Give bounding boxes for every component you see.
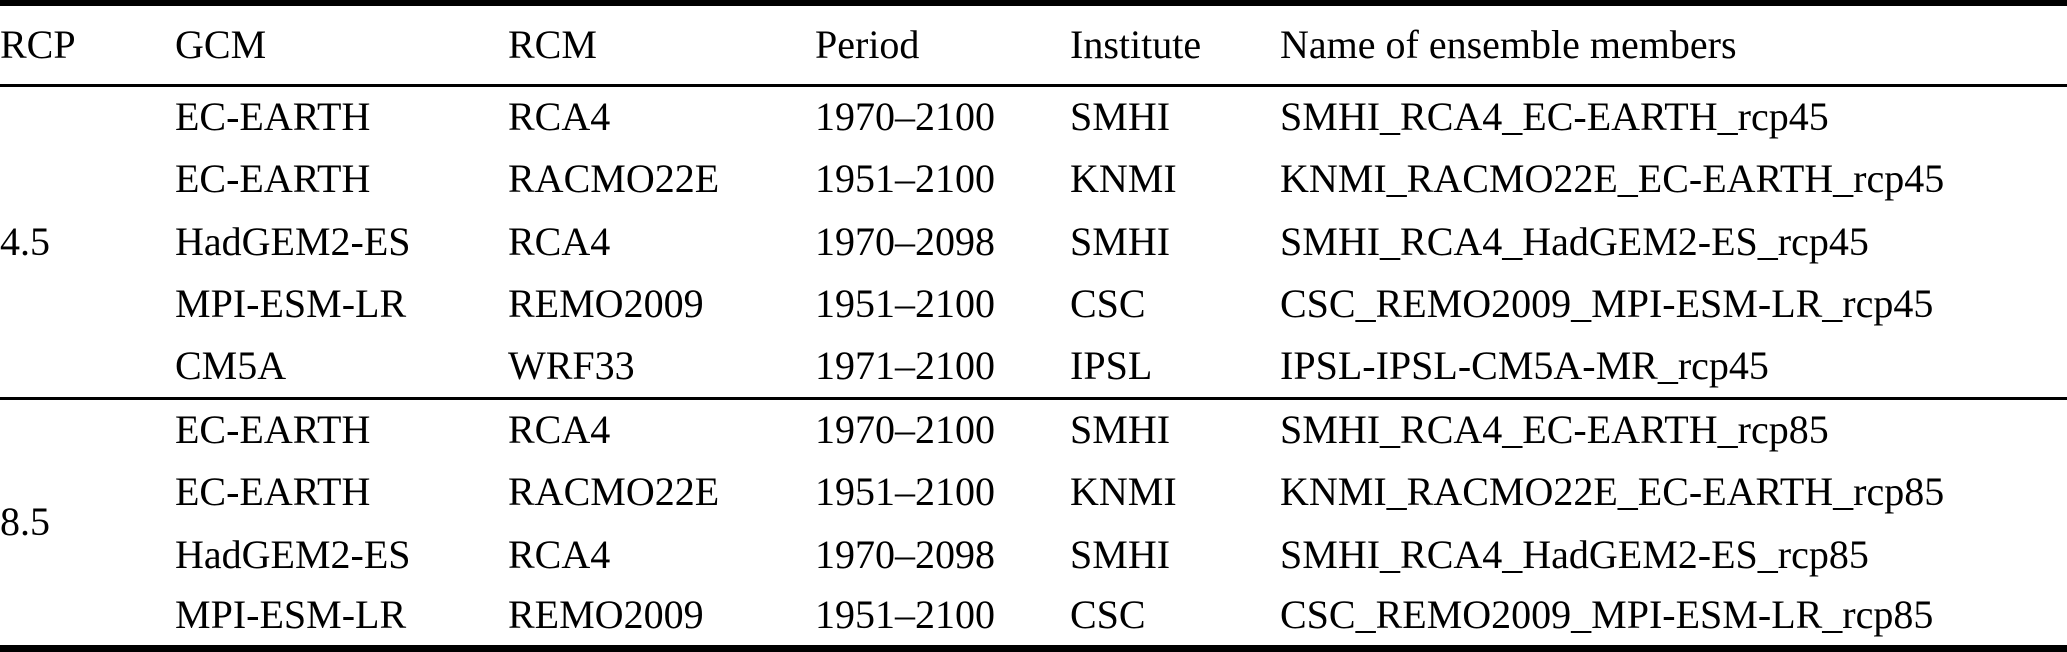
rcp-group-4-5: 4.5 EC-EARTH RCA4 1970–2100 SMHI SMHI_RC… <box>0 85 2067 398</box>
cell-gcm: EC-EARTH <box>175 155 371 201</box>
rcp-value: 8.5 <box>0 499 50 545</box>
table-row: 8.5 EC-EARTH RCA4 1970–2100 SMHI SMHI_RC… <box>0 398 2067 544</box>
cell-name: SMHI_RCA4_HadGEM2-ES_rcp85 <box>1280 531 1869 577</box>
cell-rcm: RACMO22E <box>508 155 720 201</box>
cell-gcm: MPI-ESM-LR <box>175 281 407 327</box>
column-header-name: Name of ensemble members <box>1280 21 1737 67</box>
cell-period: 1970–2100 <box>815 407 995 453</box>
column-header-gcm: GCM <box>175 21 267 67</box>
table-header: RCP GCM RCM Period Institute Name of ens… <box>0 3 2067 85</box>
table-row: EC-EARTH RACMO22E 1951–2100 KNMI KNMI_RA… <box>0 461 2067 524</box>
cell-name: CSC_REMO2009_MPI-ESM-LR_rcp85 <box>1280 592 1934 638</box>
cell-name: SMHI_RCA4_EC-EARTH_rcp45 <box>1280 94 1829 140</box>
table-row: MPI-ESM-LR REMO2009 1951–2100 CSC CSC_RE… <box>0 273 2067 336</box>
column-header-period: Period <box>815 21 920 67</box>
cell-name: KNMI_RACMO22E_EC-EARTH_rcp85 <box>1280 468 1945 514</box>
cell-rcm: WRF33 <box>508 342 635 388</box>
cell-gcm: EC-EARTH <box>175 407 371 453</box>
cell-institute: SMHI <box>1070 218 1171 264</box>
cell-gcm: EC-EARTH <box>175 94 371 140</box>
cell-rcm: RCA4 <box>508 531 611 577</box>
table-row: EC-EARTH RACMO22E 1951–2100 KNMI KNMI_RA… <box>0 148 2067 211</box>
cell-institute: CSC <box>1070 281 1146 327</box>
column-header-rcm: RCM <box>508 21 597 67</box>
column-header-rcp: RCP <box>0 21 76 67</box>
table-row: HadGEM2-ES RCA4 1970–2098 SMHI SMHI_RCA4… <box>0 210 2067 273</box>
cell-gcm: HadGEM2-ES <box>175 531 411 577</box>
column-header-institute: Institute <box>1070 21 1202 67</box>
table-row: CM5A WRF33 1971–2100 IPSL IPSL-IPSL-CM5A… <box>0 335 2067 398</box>
cell-institute: SMHI <box>1070 407 1171 453</box>
header-row: RCP GCM RCM Period Institute Name of ens… <box>0 3 2067 85</box>
cell-institute: SMHI <box>1070 531 1171 577</box>
cell-gcm: MPI-ESM-LR <box>175 592 407 638</box>
rcp-value: 4.5 <box>0 218 50 264</box>
cell-institute: CSC <box>1070 592 1146 638</box>
cell-rcm: RACMO22E <box>508 468 720 514</box>
cell-name: IPSL-IPSL-CM5A-MR_rcp45 <box>1280 342 1769 388</box>
cell-name: KNMI_RACMO22E_EC-EARTH_rcp45 <box>1280 155 1945 201</box>
cell-rcm: RCA4 <box>508 407 611 453</box>
cell-period: 1970–2098 <box>815 218 995 264</box>
table-row: HadGEM2-ES RCA4 1970–2098 SMHI SMHI_RCA4… <box>0 523 2067 586</box>
table-row: MPI-ESM-LR REMO2009 1951–2100 CSC CSC_RE… <box>0 586 2067 649</box>
cell-period: 1971–2100 <box>815 342 995 388</box>
cell-gcm: EC-EARTH <box>175 468 371 514</box>
cell-period: 1951–2100 <box>815 155 995 201</box>
cell-institute: IPSL <box>1070 342 1153 388</box>
cell-period: 1951–2100 <box>815 281 995 327</box>
cell-period: 1951–2100 <box>815 592 995 638</box>
rcp-group-8-5: 8.5 EC-EARTH RCA4 1970–2100 SMHI SMHI_RC… <box>0 398 2067 648</box>
cell-period: 1970–2098 <box>815 531 995 577</box>
cell-institute: KNMI <box>1070 155 1177 201</box>
table-row: 4.5 EC-EARTH RCA4 1970–2100 SMHI SMHI_RC… <box>0 85 2067 263</box>
cell-name: CSC_REMO2009_MPI-ESM-LR_rcp45 <box>1280 281 1934 327</box>
cell-gcm: HadGEM2-ES <box>175 218 411 264</box>
cell-period: 1951–2100 <box>815 468 995 514</box>
cell-rcm: RCA4 <box>508 94 611 140</box>
cell-name: SMHI_RCA4_EC-EARTH_rcp85 <box>1280 407 1829 453</box>
cell-institute: KNMI <box>1070 468 1177 514</box>
cell-rcm: RCA4 <box>508 218 611 264</box>
cell-institute: SMHI <box>1070 94 1171 140</box>
cell-name: SMHI_RCA4_HadGEM2-ES_rcp45 <box>1280 218 1869 264</box>
cell-rcm: REMO2009 <box>508 281 704 327</box>
cell-rcm: REMO2009 <box>508 592 704 638</box>
cell-gcm: CM5A <box>175 342 287 388</box>
cell-period: 1970–2100 <box>815 94 995 140</box>
